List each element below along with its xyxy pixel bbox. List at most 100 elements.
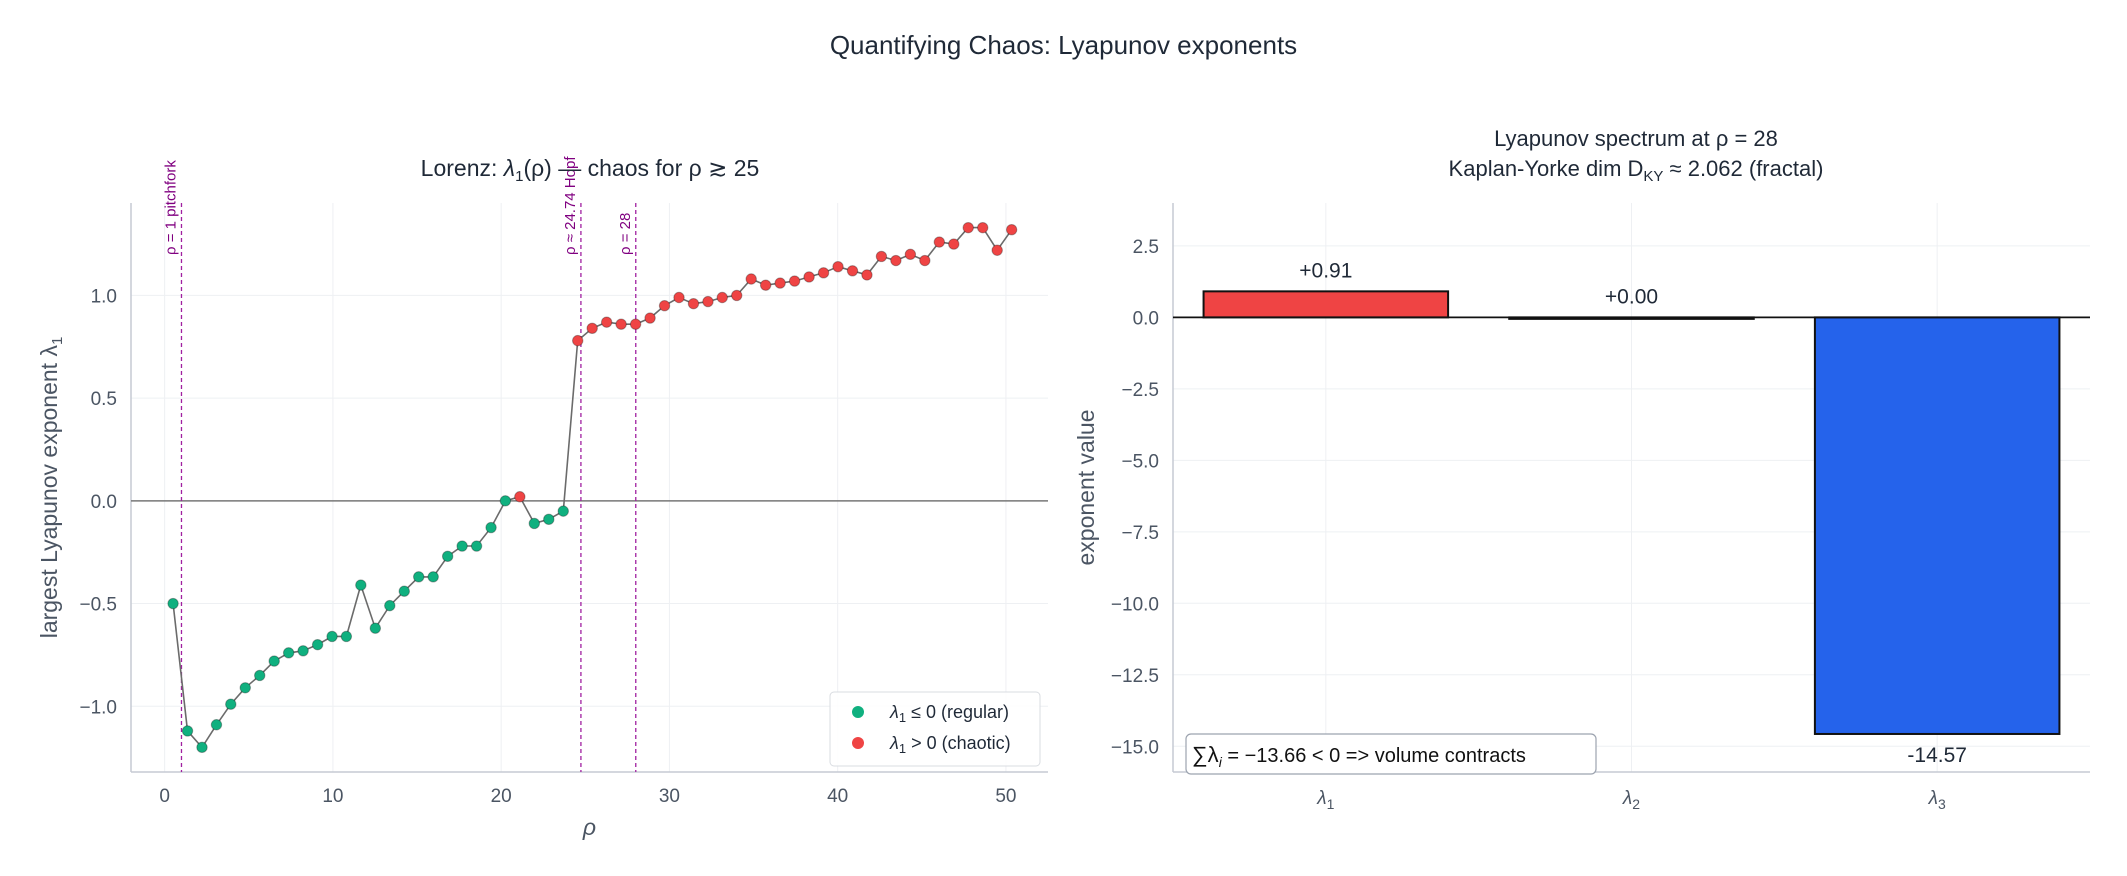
chaotic-point [890, 254, 902, 267]
regular-point [557, 505, 569, 517]
legend-entry: λ1 > 0 (chaotic) [889, 733, 1011, 756]
regular-point [268, 655, 280, 667]
chaotic-point [731, 289, 743, 302]
x-tick-label: λ2 [1622, 788, 1640, 812]
chaotic-point [919, 254, 931, 267]
regular-point [427, 571, 439, 583]
y-axis-label: exponent value [1073, 409, 1099, 565]
right-bars [1202, 290, 2061, 735]
chaotic-point [702, 295, 714, 308]
chaotic-point [948, 238, 960, 250]
y-tick-label: −0.5 [79, 595, 117, 616]
regular-point [326, 630, 338, 643]
chaotic-point [658, 300, 671, 312]
x-tick-label: 40 [827, 786, 848, 807]
chaotic-point [803, 271, 815, 283]
x-tick-label: 10 [322, 786, 343, 807]
regular-point [340, 630, 353, 643]
y-tick-label: −5.0 [1121, 451, 1159, 472]
chaotic-point [759, 279, 772, 291]
volume-note-text: ∑λi = −13.66 < 0 => volume contracts [1192, 742, 1526, 770]
chaotic-point [861, 269, 873, 281]
legend-entry: λ1 ≤ 0 (regular) [889, 702, 1009, 725]
regular-point [181, 725, 194, 737]
y-tick-label: −12.5 [1111, 666, 1159, 687]
regular-point [485, 521, 497, 534]
regular-point [254, 669, 266, 682]
spectrum-bar [1202, 290, 1450, 319]
bifurcation-lines: ρ = 1 pitchfork ρ ≈ 24.74 Hopf ρ = 28 [162, 156, 637, 772]
chaotic-point [586, 322, 598, 335]
bar-value-label: +0.91 [1299, 259, 1352, 282]
regular-point [384, 599, 396, 612]
left-axes [130, 203, 1048, 773]
regular-point [441, 550, 454, 563]
regular-point [196, 741, 208, 754]
right-text: 2.5 0.0 −2.5 −5.0 −7.5 −10.0 −12.5 −15.0 +0.91 λ1… [1073, 126, 1967, 812]
chaotic-point [745, 273, 757, 285]
chaotic-point [904, 248, 917, 261]
regular-point [167, 597, 179, 610]
y-tick-label: −2.5 [1121, 380, 1159, 401]
right-chart-subtitle: Kaplan-Yorke dim DKY ≈ 2.062 (fractal) [1449, 156, 1824, 185]
chaotic-point [933, 236, 946, 248]
regular-point [297, 645, 309, 657]
regular-point [239, 682, 251, 694]
x-tick-label: λ3 [1928, 788, 1946, 812]
chaotic-point [788, 275, 801, 287]
y-tick-label: 0.0 [1133, 308, 1159, 329]
y-tick-label: 0.0 [91, 492, 117, 513]
legend-box [829, 691, 1041, 767]
legend-marker [852, 737, 864, 749]
volume-note-box [1185, 733, 1597, 775]
bifurcation-label: ρ ≈ 24.74 Hopf [562, 156, 579, 255]
chaotic-point [629, 318, 642, 330]
chaotic-point [991, 244, 1003, 256]
volume-note: ∑λi = −13.66 < 0 => volume contracts [1185, 733, 1597, 775]
chaotic-point [875, 250, 888, 263]
regular-point [311, 638, 324, 651]
regular-point [470, 540, 483, 552]
chaotic-point [572, 334, 584, 347]
x-tick-label: 30 [659, 786, 680, 807]
regular-point [210, 719, 223, 731]
x-axis-label: ρ [582, 814, 596, 840]
chaotic-point [1005, 224, 1018, 236]
bifurcation-label: ρ = 1 pitchfork [162, 160, 179, 255]
chaotic-point [673, 291, 685, 304]
regular-point [225, 698, 237, 710]
y-tick-label: −1.0 [79, 697, 117, 718]
regular-point [369, 622, 382, 634]
legend: λ1 ≤ 0 (regular) λ1 > 0 (chaotic) [829, 691, 1041, 767]
figure-title: Quantifying Chaos: Lyapunov exponents [829, 30, 1298, 60]
chaotic-point [977, 221, 989, 234]
bar-value-label: +0.00 [1605, 285, 1658, 308]
regular-point [413, 571, 425, 583]
bar-value-label: -14.57 [1907, 744, 1967, 767]
y-axis-label: largest Lyapunov exponent λ1 [36, 337, 66, 639]
chaotic-point [687, 297, 700, 310]
spectrum-bar [1813, 316, 2061, 735]
regular-point [528, 517, 541, 530]
left-text: 0 10 20 30 40 50 −1.0 −0.5 0.0 0.5 1.0 Lorenz: λ1(ρ… [36, 155, 1041, 840]
y-tick-label: 2.5 [1133, 237, 1159, 258]
right-chart-title: Lyapunov spectrum at ρ = 28 [1494, 126, 1778, 151]
y-tick-label: 0.5 [91, 389, 117, 410]
regular-point [499, 495, 512, 507]
regular-point [355, 579, 367, 591]
regular-point [543, 513, 555, 526]
y-tick-label: −15.0 [1111, 737, 1159, 758]
y-tick-label: −7.5 [1121, 523, 1159, 544]
x-tick-label: 20 [491, 786, 512, 807]
chaotic-point [716, 291, 728, 304]
chaotic-point [615, 318, 627, 330]
chaotic-point [962, 221, 974, 234]
y-tick-label: −10.0 [1111, 594, 1159, 615]
x-tick-label: 0 [159, 786, 170, 807]
chaotic-point [514, 491, 526, 503]
x-tick-label: λ1 [1316, 788, 1334, 812]
left-chart-title: Lorenz: λ1(ρ) — chaos for ρ ≳ 25 [421, 155, 760, 185]
y-tick-label: 1.0 [91, 286, 117, 307]
